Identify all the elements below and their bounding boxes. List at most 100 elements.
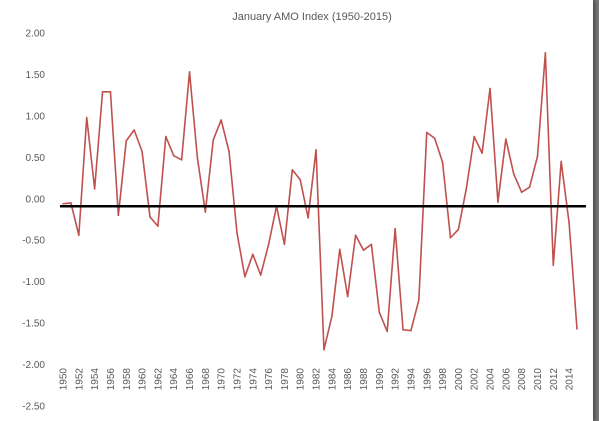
- series-group: [62, 52, 578, 351]
- series-line: [62, 52, 578, 351]
- x-tick-label: 1994: [406, 368, 417, 391]
- x-tick-label: 1992: [391, 368, 402, 391]
- data-point: [568, 222, 570, 224]
- data-point: [528, 186, 531, 188]
- y-tick-label: -2.00: [22, 360, 45, 371]
- x-tick-label: 1960: [138, 368, 149, 391]
- data-point: [457, 228, 460, 231]
- data-point: [497, 201, 499, 203]
- x-tick-label: 2010: [533, 368, 544, 391]
- x-tick-label: 1964: [169, 368, 180, 391]
- data-point: [85, 116, 88, 119]
- x-tick-label: 1972: [232, 368, 243, 391]
- data-point: [378, 311, 381, 314]
- data-point: [386, 330, 389, 333]
- data-point: [165, 135, 167, 138]
- data-point: [291, 168, 294, 171]
- data-point: [449, 236, 452, 239]
- y-tick-label: -0.50: [22, 236, 45, 247]
- x-tick-label: 1962: [153, 368, 164, 391]
- x-tick-label: 2006: [501, 368, 512, 391]
- x-tick-label: 2008: [517, 368, 528, 391]
- data-point: [228, 150, 230, 153]
- y-tick-label: -1.50: [22, 319, 45, 330]
- data-point: [101, 91, 104, 93]
- data-point: [370, 243, 373, 246]
- data-point: [299, 178, 302, 181]
- data-point: [441, 161, 444, 164]
- data-point: [109, 91, 112, 93]
- y-tick-label: 1.00: [26, 111, 46, 122]
- x-tick-label: 2014: [565, 368, 576, 391]
- x-tick-label: 1976: [264, 368, 275, 391]
- data-point: [157, 225, 159, 227]
- x-tick-label: 1974: [248, 368, 259, 391]
- data-point: [307, 217, 309, 219]
- y-axis-tick-labels: 2.00 1.50 1.00 0.50 0.00 -0.50 -1.00 -1.50 -2.00…: [22, 29, 45, 413]
- data-point: [117, 214, 120, 217]
- x-tick-label: 2012: [549, 368, 560, 391]
- data-point: [267, 243, 270, 246]
- data-point: [473, 135, 476, 138]
- data-point: [62, 202, 64, 205]
- data-point: [133, 129, 135, 131]
- data-point: [512, 173, 515, 175]
- data-point: [505, 138, 507, 140]
- data-point: [410, 329, 412, 332]
- data-point: [402, 328, 404, 331]
- x-tick-label: 1996: [422, 368, 433, 391]
- data-point: [141, 150, 143, 153]
- x-tick-label: 1990: [375, 368, 386, 391]
- data-point: [481, 152, 483, 154]
- data-point: [418, 299, 420, 301]
- data-point: [394, 227, 396, 230]
- x-tick-label: 1954: [90, 368, 101, 391]
- y-tick-label: -1.00: [22, 277, 45, 288]
- chart-title: January AMO Index (1950-2015): [232, 11, 392, 23]
- data-point: [149, 216, 151, 218]
- x-tick-label: 1978: [280, 368, 291, 391]
- x-tick-label: 1998: [438, 368, 449, 391]
- data-point: [560, 160, 562, 163]
- data-point: [354, 234, 357, 237]
- data-point: [180, 159, 183, 161]
- x-tick-label: 1986: [343, 368, 354, 391]
- data-point: [251, 253, 254, 256]
- data-point: [544, 52, 547, 54]
- data-point: [70, 202, 72, 204]
- x-tick-label: 1966: [185, 368, 196, 391]
- data-point: [576, 328, 578, 330]
- data-point: [425, 131, 428, 134]
- y-tick-label: 0.00: [26, 194, 46, 205]
- y-tick-label: -2.50: [22, 402, 45, 413]
- data-point: [283, 243, 286, 246]
- data-point: [188, 71, 191, 73]
- data-point: [204, 211, 207, 213]
- data-point: [172, 154, 175, 157]
- data-point: [78, 234, 80, 237]
- data-point: [338, 248, 341, 251]
- data-point: [346, 295, 349, 298]
- data-point: [489, 87, 491, 90]
- data-point: [196, 157, 199, 159]
- x-tick-label: 2000: [454, 368, 465, 391]
- x-tick-label: 2004: [486, 368, 497, 391]
- x-tick-label: 1952: [74, 368, 85, 391]
- y-tick-label: 0.50: [26, 153, 46, 164]
- x-tick-label: 1982: [312, 368, 323, 391]
- data-point: [236, 231, 238, 234]
- data-point: [244, 275, 246, 278]
- data-point: [331, 315, 333, 318]
- x-tick-label: 1970: [217, 368, 228, 391]
- data-point: [433, 137, 436, 140]
- data-point: [315, 149, 317, 151]
- x-tick-label: 1950: [59, 368, 70, 391]
- y-tick-label: 2.00: [26, 29, 46, 40]
- data-point: [259, 274, 262, 276]
- x-tick-label: 2002: [470, 368, 481, 391]
- data-point: [552, 264, 555, 266]
- data-point: [536, 155, 539, 158]
- x-tick-label: 1956: [106, 368, 117, 391]
- y-tick-label: 1.50: [26, 70, 46, 81]
